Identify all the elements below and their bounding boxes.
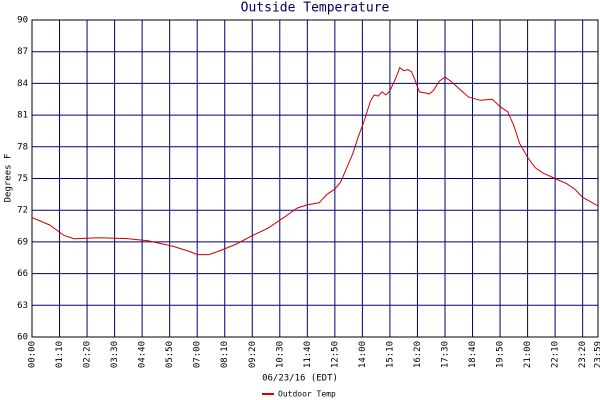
y-tick-label: 69 xyxy=(17,237,28,247)
x-tick-label: 17:30 xyxy=(440,341,450,368)
x-tick-label: 10:30 xyxy=(275,341,285,368)
x-tick-label: 19:50 xyxy=(496,341,506,368)
x-tick-label: 02:20 xyxy=(83,341,93,368)
data-line xyxy=(31,66,599,256)
y-tick-label: 84 xyxy=(17,79,28,89)
y-tick-label: 81 xyxy=(17,111,28,121)
x-tick-label: 23:20 xyxy=(578,341,588,368)
x-tick-label: 15:10 xyxy=(385,341,395,368)
x-tick-label: 14:00 xyxy=(358,341,368,368)
x-tick-label: 09:20 xyxy=(248,341,258,368)
y-tick-label: 72 xyxy=(17,206,28,216)
x-axis-label: 06/23/16 (EDT) xyxy=(262,374,338,384)
x-tick-label: 22:10 xyxy=(551,341,561,368)
x-tick-label: 04:40 xyxy=(138,341,148,368)
x-tick-label: 05:50 xyxy=(165,341,175,368)
y-tick-label: 90 xyxy=(17,16,28,26)
x-tick-label: 00:00 xyxy=(28,341,38,368)
y-tick-label: 75 xyxy=(17,174,28,184)
y-tick-label: 63 xyxy=(17,301,28,311)
legend-label: Outdoor Temp xyxy=(278,390,336,399)
x-tick-label: 12:50 xyxy=(330,341,340,368)
x-tick-label: 23:59 xyxy=(594,341,600,368)
chart-title: Outside Temperature xyxy=(241,1,390,16)
y-axis-label: Degrees F xyxy=(4,154,14,203)
x-tick-label: 01:10 xyxy=(55,341,65,368)
x-tick-label: 21:00 xyxy=(523,341,533,368)
x-tick-label: 03:30 xyxy=(110,341,120,368)
x-tick-label: 18:40 xyxy=(468,341,478,368)
plot-border xyxy=(31,19,599,338)
x-tick-label: 11:40 xyxy=(303,341,313,368)
y-tick-label: 78 xyxy=(17,142,28,152)
x-tick-label: 08:10 xyxy=(220,341,230,368)
y-tick-label: 60 xyxy=(17,333,28,343)
y-tick-label: 87 xyxy=(17,47,28,57)
y-tick-label: 66 xyxy=(17,269,28,279)
x-tick-label: 07:00 xyxy=(193,341,203,368)
x-tick-label: 16:20 xyxy=(413,341,423,368)
